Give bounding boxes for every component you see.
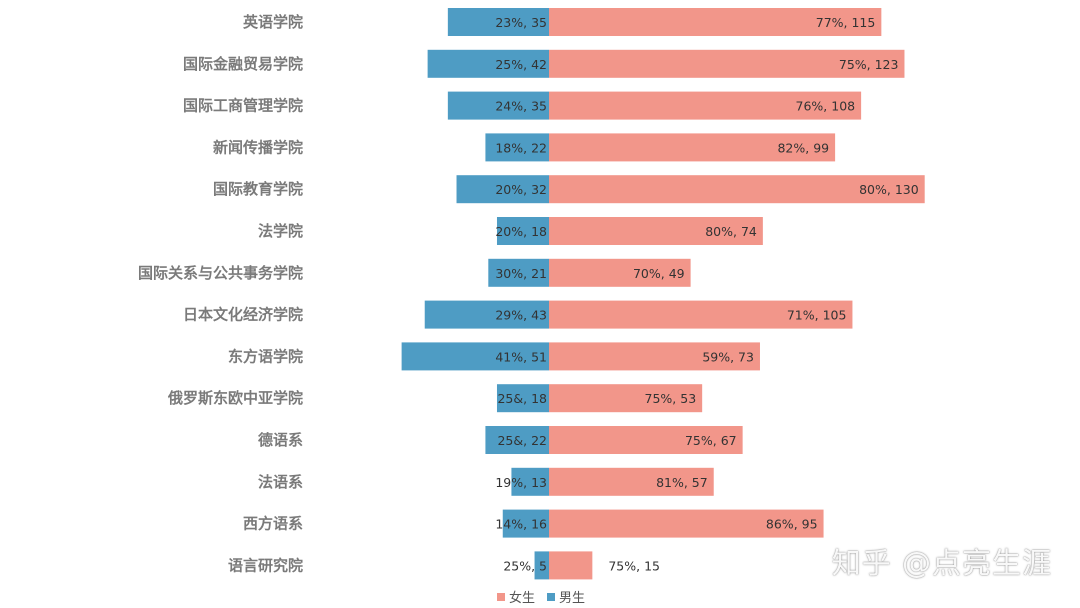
bar-male <box>424 300 549 329</box>
watermark: 知乎 @点亮生涯 <box>831 546 1052 580</box>
bar-female <box>549 49 905 78</box>
legend: 女生 男生 <box>497 590 585 606</box>
legend-female-swatch <box>497 593 505 601</box>
bar-male <box>401 342 549 371</box>
data-label-male: 23%, 35 <box>495 15 547 30</box>
bar-female <box>549 175 925 204</box>
female-bars <box>549 8 925 580</box>
legend-male-label: 男生 <box>559 591 585 606</box>
category-labels: 英语学院国际金融贸易学院国际工商管理学院新闻传播学院国际教育学院法学院国际关系与… <box>138 13 303 574</box>
legend-female-label: 女生 <box>509 590 535 606</box>
category-label: 俄罗斯东欧中亚学院 <box>167 389 303 407</box>
bar-male <box>496 217 549 245</box>
bar-female <box>549 300 853 329</box>
bar-male <box>456 175 549 204</box>
category-label: 国际关系与公共事务学院 <box>138 264 303 282</box>
category-label: 国际金融贸易学院 <box>183 55 303 73</box>
category-label: 东方语学院 <box>228 347 303 365</box>
bar-female <box>549 133 836 162</box>
category-label: 西方语系 <box>243 515 303 533</box>
data-label-male: 29%, 43 <box>495 308 547 323</box>
bar-male <box>427 49 549 78</box>
data-label-male: 20%, 18 <box>495 224 547 239</box>
bar-male <box>488 258 549 287</box>
male-bars <box>401 8 549 580</box>
bar-female <box>549 342 760 371</box>
bar-male <box>502 509 549 538</box>
category-label: 德语系 <box>258 431 303 449</box>
bar-male <box>496 384 549 413</box>
data-label-female: 59%, 73 <box>702 349 754 364</box>
data-label-male: 25%, 42 <box>495 57 547 72</box>
data-label-female: 75%, 53 <box>645 391 697 406</box>
data-label-female: 80%, 74 <box>705 224 757 239</box>
data-label-female: 75%, 67 <box>685 433 737 448</box>
bar-male <box>447 8 549 36</box>
category-label: 法学院 <box>258 222 303 240</box>
bar-male <box>485 133 549 162</box>
category-label: 法语系 <box>258 473 303 491</box>
data-label-male: 41%, 51 <box>495 349 547 364</box>
data-label-female: 70%, 49 <box>633 266 685 281</box>
bar-female <box>549 8 882 36</box>
data-label-female: 75%, 15 <box>608 558 660 573</box>
bar-female <box>549 509 824 538</box>
data-label-male: 25&, 18 <box>497 391 547 406</box>
category-label: 日本文化经济学院 <box>183 306 303 324</box>
data-label-male: 19%, 13 <box>495 475 547 490</box>
bar-female <box>549 467 714 496</box>
data-label-male: 14%, 16 <box>495 517 547 532</box>
bar-male <box>534 551 549 580</box>
category-label: 国际工商管理学院 <box>183 97 303 115</box>
bar-male <box>511 467 549 496</box>
data-label-female: 75%, 123 <box>839 57 899 72</box>
category-label: 国际教育学院 <box>213 180 303 198</box>
data-labels: 23%, 35 77%, 115 25%, 42 75%, 123 24%, 35 76%… <box>495 15 918 573</box>
bar-female <box>549 91 862 120</box>
category-label: 新闻传播学院 <box>213 138 303 156</box>
data-label-male: 20%, 32 <box>495 182 547 197</box>
bar-male <box>485 426 549 454</box>
bar-male <box>447 91 549 120</box>
data-label-female: 77%, 115 <box>816 15 876 30</box>
bar-female <box>549 384 703 413</box>
data-label-male: 18%, 22 <box>495 140 547 155</box>
data-label-male: 25%, 5 <box>503 558 547 573</box>
data-label-female: 86%, 95 <box>766 517 818 532</box>
data-label-female: 80%, 130 <box>859 182 919 197</box>
data-label-female: 71%, 105 <box>787 308 847 323</box>
data-label-male: 24%, 35 <box>495 99 547 114</box>
bar-female <box>549 426 743 454</box>
bar-female <box>549 551 593 580</box>
data-label-female: 76%, 108 <box>796 99 856 114</box>
data-label-female: 82%, 99 <box>777 140 829 155</box>
bar-female <box>549 217 763 245</box>
legend-male-swatch <box>547 593 555 601</box>
data-label-female: 81%, 57 <box>656 475 708 490</box>
bar-female <box>549 258 691 287</box>
data-label-male: 25&, 22 <box>497 433 547 448</box>
category-label: 英语学院 <box>243 13 303 31</box>
data-label-male: 30%, 21 <box>495 266 547 281</box>
category-label: 语言研究院 <box>228 556 303 574</box>
